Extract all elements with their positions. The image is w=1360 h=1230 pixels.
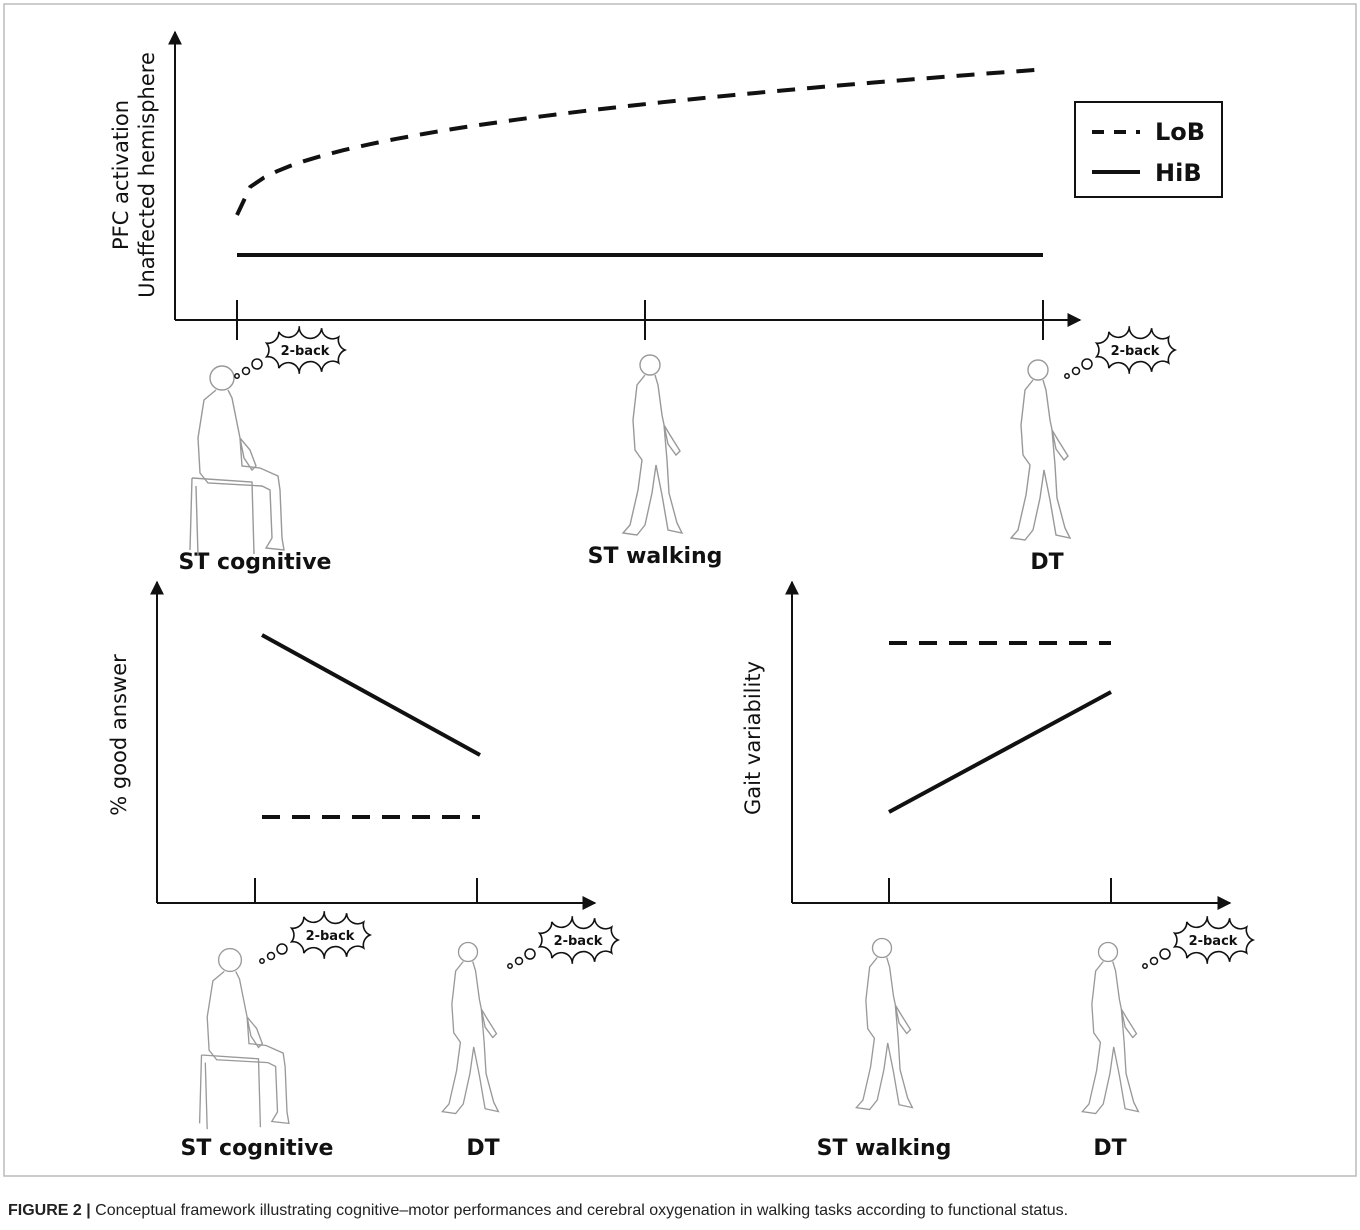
thought-bubble: 2-back (259, 911, 373, 964)
bubble-dot (241, 366, 251, 376)
cloud (289, 911, 373, 959)
caption-text: Conceptual framework illustrating cognit… (95, 1202, 1069, 1219)
bubble-dot (524, 948, 536, 960)
head (639, 354, 661, 376)
seated-figure (198, 947, 290, 1130)
bubble-label: 2-back (1189, 934, 1238, 949)
bubble-dot (259, 958, 265, 964)
frame (3, 3, 1357, 1177)
y-label: PFC activation (109, 100, 133, 250)
walking-figure (441, 941, 500, 1115)
bubble-label: 2-back (281, 344, 330, 359)
lob-curve (235, 68, 1036, 216)
cloud (537, 916, 621, 964)
cloud (1094, 326, 1178, 374)
y-label: % good answer (107, 654, 131, 816)
caption: FIGURE 2 | Conceptual framework illustra… (8, 1202, 1068, 1220)
thought-bubble: 2-back (1064, 326, 1178, 379)
body (1009, 379, 1072, 541)
legend-label: LoB (1155, 118, 1205, 146)
bubble-dot (1064, 373, 1070, 379)
body (621, 374, 684, 536)
body (441, 961, 500, 1115)
hib-line (261, 633, 481, 757)
caption-label: FIGURE 2 | (8, 1202, 91, 1219)
condition-label: ST cognitive (179, 550, 332, 575)
walking-figure (855, 937, 914, 1111)
body (197, 389, 285, 551)
right-axes (785, 580, 1232, 910)
condition-label: DT (1030, 550, 1063, 575)
bubble-dot (507, 963, 513, 969)
hib-line (888, 690, 1112, 814)
thought-bubble: 2-back (234, 326, 348, 379)
head (217, 947, 243, 973)
bubble-label: 2-back (1111, 344, 1160, 359)
bubble-dot (1159, 948, 1171, 960)
head (1097, 941, 1119, 963)
walking-figure (1009, 359, 1072, 541)
bubble-dot (514, 956, 524, 966)
bubble-dot (1081, 358, 1093, 370)
head (209, 365, 235, 391)
condition-label: ST cognitive (181, 1136, 334, 1161)
legend-label: HiB (1155, 159, 1202, 187)
bubble-dot (1149, 956, 1159, 966)
bubble-label: 2-back (554, 934, 603, 949)
head (457, 941, 479, 963)
condition-label: ST walking (588, 544, 723, 569)
y-label: Unaffected hemisphere (135, 52, 159, 298)
body (855, 957, 914, 1111)
legend: LoB HiB (1074, 101, 1223, 198)
bubble-label: 2-back (306, 929, 355, 944)
bubble-dot (1142, 963, 1148, 969)
bubble-dot (251, 358, 263, 370)
bubble-dot (234, 373, 240, 379)
y-label: Gait variability (741, 661, 765, 815)
bubble-dot (1071, 366, 1081, 376)
seated-figure (189, 365, 285, 557)
cloud (1172, 916, 1256, 964)
thought-bubble: 2-back (1142, 916, 1256, 969)
left-axes (150, 580, 597, 910)
walking-figure (1081, 941, 1140, 1115)
head (1027, 359, 1049, 381)
condition-label: DT (1093, 1136, 1126, 1161)
walking-figure (621, 354, 684, 536)
top-axes (168, 30, 1082, 340)
chair (198, 1054, 262, 1130)
condition-label: ST walking (817, 1136, 952, 1161)
cloud (264, 326, 348, 374)
bubble-dot (276, 943, 288, 955)
bubble-dot (266, 951, 276, 961)
body (206, 970, 290, 1125)
head (871, 937, 893, 959)
condition-label: DT (466, 1136, 499, 1161)
thought-bubble: 2-back (507, 916, 621, 969)
figure: PFC activation Unaffected hemisphere LoB… (3, 3, 1357, 1177)
chair (189, 477, 255, 557)
body (1081, 961, 1140, 1115)
